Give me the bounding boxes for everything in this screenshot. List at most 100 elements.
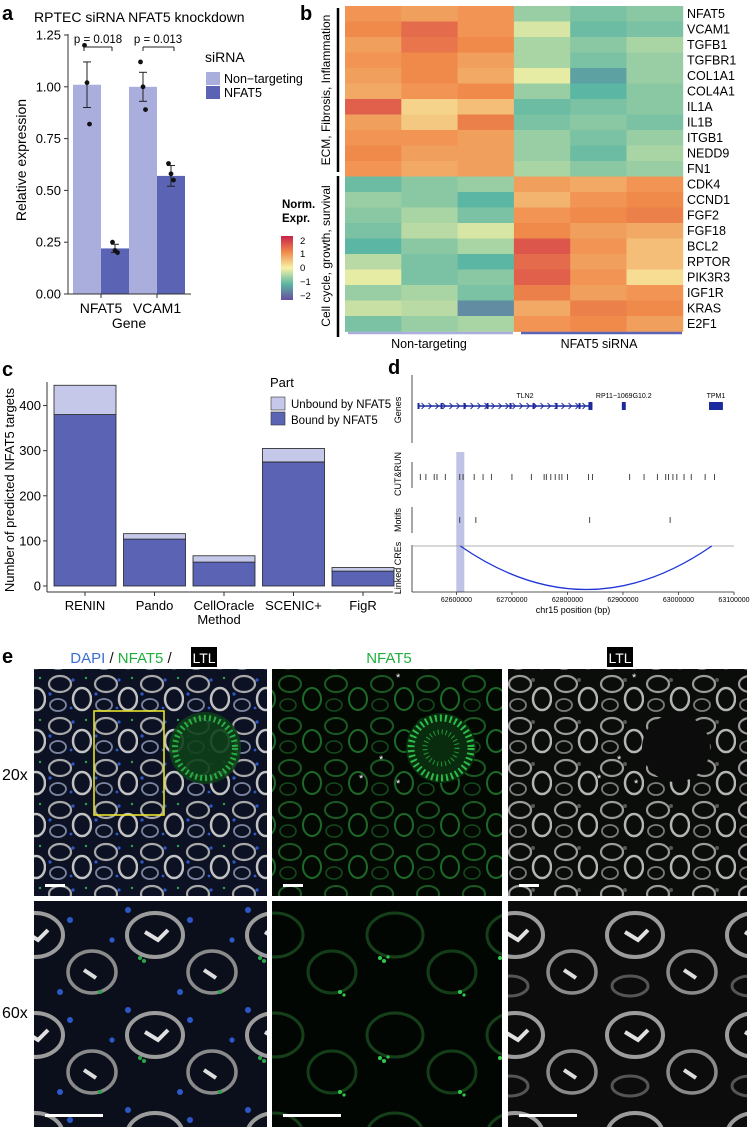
heatmap-cell [626, 223, 684, 239]
legend-tick-neg1: −1 [300, 277, 311, 288]
heatmap-cell [570, 83, 627, 100]
heatmap-cell [345, 192, 402, 208]
micrograph-20x-ltl: * * * * [508, 669, 747, 896]
heatmap-cell [570, 254, 627, 270]
exon [588, 402, 593, 410]
heatmap-cell [626, 83, 684, 100]
exon [486, 403, 489, 409]
exon [578, 403, 581, 409]
strand-arrow [512, 402, 517, 410]
strand-arrow [519, 402, 524, 410]
heatmap-cell [570, 223, 627, 239]
x-tick-label: 62700000 [496, 597, 527, 604]
micrograph-60x-merged [34, 901, 267, 1127]
gene-label-ccnd1: CCND1 [687, 193, 730, 207]
strand-arrow [547, 402, 552, 410]
asterisk-marker: * [617, 754, 622, 766]
heatmap-cell [570, 130, 627, 146]
panel-letter-e: e [2, 646, 13, 668]
x-tick-label: 62600000 [441, 597, 472, 604]
heatmap-cell [513, 145, 571, 162]
strand-arrow [428, 402, 433, 410]
heatmap-cell [401, 285, 458, 301]
scale-bar [45, 884, 65, 887]
heatmap-cell [570, 99, 627, 115]
heatmap-cell [401, 254, 458, 270]
bar-unbound-scenic+ [262, 448, 325, 463]
heatmap-cell [626, 161, 684, 177]
bar-unbound-figr [331, 567, 395, 572]
heatmap [345, 6, 684, 332]
panel-d-xlabel: chr15 position (bp) [536, 605, 611, 615]
panel-e: e DAPI / NFAT5 / LTL NFAT5 LTL 20x 60x *… [2, 646, 747, 1127]
bar-unbound-pando [123, 533, 186, 540]
panel-letter-a: a [2, 3, 14, 25]
legend-tick-neg2: −2 [300, 291, 311, 302]
heatmap-cell [457, 254, 515, 270]
x-tick-label: SCENIC+ [265, 598, 322, 613]
column-label-nfat5-sirna: NFAT5 siRNA [561, 337, 639, 351]
panel-a-bars [73, 42, 185, 294]
data-point [138, 59, 143, 65]
heatmap-cell [401, 300, 458, 317]
gene-label-itgb1: ITGB1 [687, 131, 723, 145]
y-tick-label: 0.25 [36, 235, 61, 250]
track-label-linked-cres: Linked CREs [393, 541, 403, 594]
heatmap-cell [457, 114, 515, 131]
heatmap-cell [345, 176, 402, 193]
exon [440, 403, 443, 409]
col-title-ltl: LTL [608, 650, 631, 666]
x-tick-label: VCAM1 [133, 300, 181, 316]
heatmap-cell [626, 207, 684, 224]
asterisk-marker: * [379, 754, 384, 766]
strand-arrow [470, 402, 475, 410]
scale-bar [519, 1114, 577, 1117]
panel-a-legend: siRNA Non−targeting NFAT5 [205, 49, 303, 100]
x-tick-label: CellOracle [194, 598, 255, 613]
heatmap-cell [513, 207, 571, 224]
bar-unbound-celloracle [192, 555, 256, 563]
track-label-genes: Genes [393, 396, 403, 423]
heatmap-cell [626, 145, 684, 162]
heatmap-cell [513, 21, 571, 38]
panel-d-x-ticks: 62600000 62700000 62800000 62900000 63000000… [441, 592, 750, 604]
heatmap-cell [345, 223, 402, 239]
scale-bar [519, 884, 539, 887]
x-tick-label: 62800000 [552, 597, 583, 604]
heatmap-cell [457, 300, 515, 317]
legend-swatch-nfat5 [206, 86, 220, 99]
legend-label-unbound: Unbound by NFAT5 [291, 399, 391, 411]
panel-a-x-ticks: NFAT5 VCAM1 [80, 294, 181, 316]
gene-label-kras: KRAS [687, 302, 721, 316]
heatmap-cell [570, 300, 627, 317]
data-point [168, 171, 174, 177]
legend-swatch-unbound [270, 396, 286, 411]
ltl-badge [607, 647, 633, 667]
heatmap-cell [513, 269, 571, 286]
bar-nfat5-non-targeting [73, 84, 101, 294]
heatmap-cell [626, 238, 684, 255]
heatmap-cell [626, 285, 684, 301]
exon [709, 402, 723, 410]
panel-letter-b: b [300, 3, 312, 25]
track-label-motifs: Motifs [393, 508, 403, 533]
heatmap-cell [513, 83, 571, 100]
heatmap-cell [626, 192, 684, 208]
y-tick-label: 0 [34, 579, 41, 594]
asterisk-marker: * [632, 672, 637, 684]
heatmap-cell [513, 114, 571, 131]
data-point [140, 84, 146, 90]
panel-a-legend-title: siRNA [205, 49, 245, 65]
panel-c-x-ticks: RENIN Pando CellOracle SCENIC+ FigR [65, 592, 377, 613]
panel-c-y-axis: 0 100 200 300 400 [19, 398, 47, 594]
heatmap-cell [345, 68, 402, 84]
x-tick-label: 62900000 [607, 597, 638, 604]
heatmap-cell [513, 99, 571, 115]
heatmap-cell [513, 316, 571, 332]
pvalue-bracket-nfat5: p = 0.018 [74, 34, 122, 51]
heatmap-cell [513, 68, 571, 84]
heatmap-cell [401, 99, 458, 115]
highlight-region [456, 452, 465, 592]
gene-label-igf1r: IGF1R [687, 286, 724, 300]
